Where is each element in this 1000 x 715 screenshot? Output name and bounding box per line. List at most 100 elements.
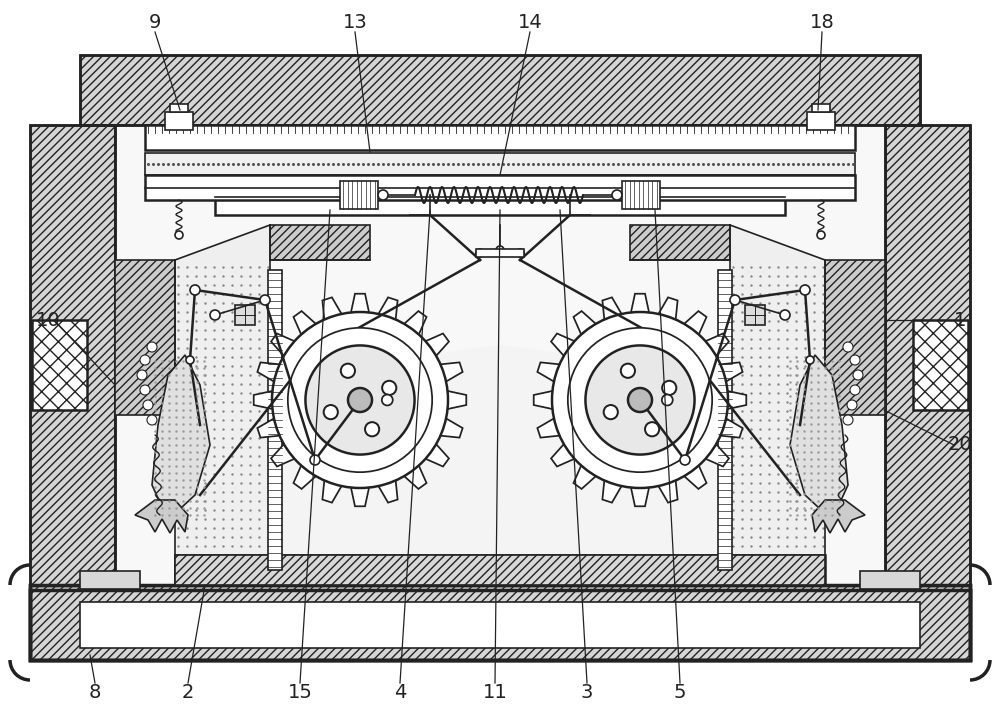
Polygon shape bbox=[657, 478, 678, 503]
Circle shape bbox=[147, 415, 157, 425]
Bar bbox=[270, 225, 370, 260]
Circle shape bbox=[137, 370, 147, 380]
Circle shape bbox=[847, 400, 857, 410]
Polygon shape bbox=[657, 297, 678, 322]
Bar bbox=[885, 125, 970, 585]
Text: 3: 3 bbox=[581, 684, 593, 703]
Polygon shape bbox=[351, 294, 369, 315]
Circle shape bbox=[140, 355, 150, 365]
Circle shape bbox=[850, 385, 860, 395]
Text: 4: 4 bbox=[394, 684, 406, 703]
Polygon shape bbox=[602, 297, 623, 322]
Circle shape bbox=[378, 190, 388, 200]
Bar bbox=[913, 320, 968, 410]
Bar bbox=[745, 305, 765, 325]
Bar bbox=[885, 125, 970, 585]
Polygon shape bbox=[631, 485, 649, 506]
Text: 13: 13 bbox=[343, 12, 367, 31]
Circle shape bbox=[147, 342, 157, 352]
Bar bbox=[145, 175, 855, 200]
Polygon shape bbox=[377, 297, 398, 322]
Bar bbox=[476, 249, 524, 257]
Bar bbox=[32, 320, 87, 410]
Text: 2: 2 bbox=[182, 684, 194, 703]
Polygon shape bbox=[439, 418, 463, 438]
Circle shape bbox=[662, 395, 673, 405]
Text: 11: 11 bbox=[483, 684, 507, 703]
Polygon shape bbox=[439, 363, 463, 383]
Circle shape bbox=[348, 388, 372, 412]
Circle shape bbox=[260, 295, 270, 305]
Circle shape bbox=[186, 356, 194, 364]
Polygon shape bbox=[573, 464, 597, 489]
Polygon shape bbox=[257, 363, 281, 383]
Bar bbox=[165, 112, 193, 130]
Polygon shape bbox=[719, 363, 743, 383]
Circle shape bbox=[843, 342, 853, 352]
Circle shape bbox=[496, 246, 504, 254]
Polygon shape bbox=[377, 478, 398, 503]
Circle shape bbox=[800, 285, 810, 295]
Circle shape bbox=[843, 415, 853, 425]
Bar bbox=[115, 260, 175, 415]
Polygon shape bbox=[704, 443, 729, 466]
Polygon shape bbox=[719, 418, 743, 438]
Bar bbox=[235, 305, 255, 325]
Bar bbox=[80, 571, 140, 589]
Circle shape bbox=[662, 381, 676, 395]
Polygon shape bbox=[683, 311, 707, 336]
Circle shape bbox=[190, 285, 200, 295]
Circle shape bbox=[817, 231, 825, 239]
Polygon shape bbox=[730, 225, 825, 585]
Circle shape bbox=[272, 312, 448, 488]
Bar bbox=[115, 125, 885, 585]
Circle shape bbox=[585, 345, 695, 455]
Circle shape bbox=[310, 455, 320, 465]
Bar bbox=[30, 125, 115, 585]
Polygon shape bbox=[403, 311, 427, 336]
Bar bbox=[170, 104, 188, 112]
Polygon shape bbox=[293, 311, 317, 336]
Polygon shape bbox=[424, 333, 449, 358]
Polygon shape bbox=[293, 464, 317, 489]
Text: 1: 1 bbox=[954, 310, 966, 330]
Bar bbox=[807, 112, 835, 130]
Polygon shape bbox=[704, 333, 729, 358]
Polygon shape bbox=[254, 390, 274, 410]
Bar bbox=[215, 170, 785, 215]
Circle shape bbox=[516, 249, 524, 257]
Circle shape bbox=[324, 405, 338, 419]
Polygon shape bbox=[135, 500, 188, 533]
Polygon shape bbox=[631, 294, 649, 315]
Polygon shape bbox=[573, 311, 597, 336]
Circle shape bbox=[288, 328, 432, 472]
Text: 10: 10 bbox=[36, 310, 60, 330]
Polygon shape bbox=[152, 355, 210, 520]
Bar bbox=[622, 181, 660, 209]
Circle shape bbox=[143, 400, 153, 410]
Circle shape bbox=[604, 405, 618, 419]
Circle shape bbox=[730, 295, 740, 305]
Polygon shape bbox=[551, 333, 576, 358]
Polygon shape bbox=[322, 478, 343, 503]
Polygon shape bbox=[424, 443, 449, 466]
Circle shape bbox=[210, 310, 220, 320]
Bar bbox=[145, 153, 855, 175]
Circle shape bbox=[175, 231, 183, 239]
Circle shape bbox=[612, 190, 622, 200]
Bar bbox=[860, 571, 920, 589]
Bar bbox=[175, 555, 825, 585]
Circle shape bbox=[780, 310, 790, 320]
Polygon shape bbox=[446, 390, 466, 410]
Circle shape bbox=[645, 422, 659, 436]
Text: 15: 15 bbox=[288, 684, 312, 703]
Polygon shape bbox=[271, 333, 296, 358]
Text: 9: 9 bbox=[149, 12, 161, 31]
Polygon shape bbox=[683, 464, 707, 489]
Bar bbox=[30, 585, 970, 660]
Bar bbox=[812, 104, 830, 112]
Circle shape bbox=[621, 364, 635, 378]
Circle shape bbox=[806, 356, 814, 364]
Bar bbox=[175, 555, 825, 585]
Polygon shape bbox=[551, 443, 576, 466]
